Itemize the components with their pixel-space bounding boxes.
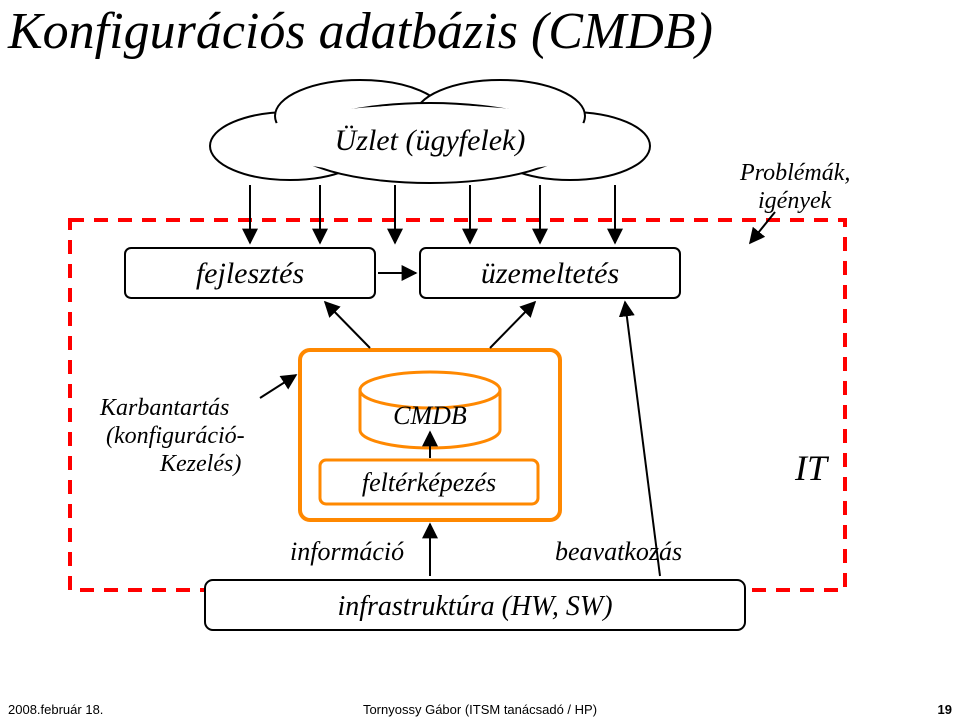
it-label: IT [794, 448, 830, 488]
problemak-label-1: Problémák, [739, 160, 850, 186]
footer-page: 19 [938, 702, 952, 717]
uzemeltetes-label: üzemeltetés [481, 257, 619, 290]
cloud-label: Üzlet (ügyfelek) [335, 124, 526, 157]
informacio-label: információ [290, 537, 404, 566]
arrows [250, 185, 775, 576]
footer-left: 2008.február 18. [8, 702, 103, 717]
problemak-label-2: igények [758, 188, 832, 214]
diagram-canvas: Konfigurációs adatbázis (CMDB) Üzlet (üg… [0, 0, 960, 728]
beavatkozas-label: beavatkozás [555, 537, 682, 566]
cmdb-label: CMDB [393, 401, 467, 430]
infra-label: infrastruktúra (HW, SW) [337, 591, 612, 622]
karbantartas-label-2: (konfiguráció- [106, 423, 245, 449]
karbantartas-label-3: Kezelés) [159, 451, 241, 477]
page-title: Konfigurációs adatbázis (CMDB) [7, 3, 713, 60]
fejlesztes-label: fejlesztés [196, 257, 304, 290]
karbantartas-label-1: Karbantartás [99, 395, 229, 421]
felterkepezes-label: feltérképezés [362, 468, 496, 497]
footer-center: Tornyossy Gábor (ITSM tanácsadó / HP) [363, 702, 597, 717]
